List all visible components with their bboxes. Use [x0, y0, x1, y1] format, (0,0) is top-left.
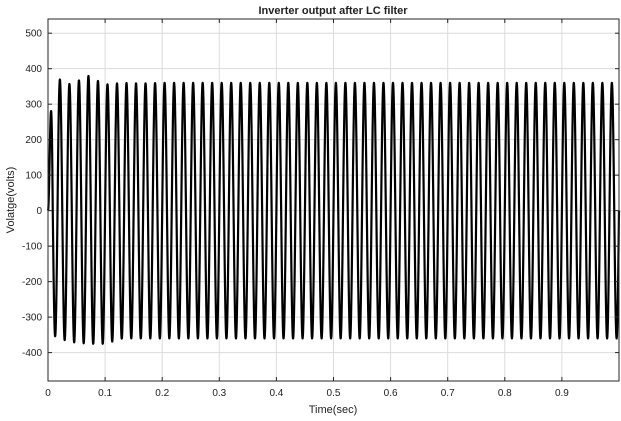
y-axis-ticks: -400 -300 -200 -100 0 100 200 300 400 500	[22, 29, 619, 359]
y-tick-label: 100	[25, 171, 42, 182]
x-tick-label: 0	[45, 388, 51, 399]
x-tick-label: 0.7	[441, 388, 455, 399]
voltage-series-line	[46, 74, 621, 345]
x-tick-label: 0.2	[155, 388, 169, 399]
y-tick-label: -200	[22, 277, 42, 288]
y-tick-label: -100	[22, 242, 42, 253]
x-axis-label: Time(sec)	[309, 404, 357, 416]
x-tick-label: 0.4	[269, 388, 283, 399]
y-tick-label: 0	[36, 206, 42, 217]
y-tick-label: 400	[25, 64, 42, 75]
y-tick-label: -400	[22, 348, 42, 359]
x-tick-label: 0.5	[327, 388, 341, 399]
y-tick-label: 200	[25, 135, 42, 146]
y-tick-label: -300	[22, 313, 42, 324]
y-axis-label: Volatge(volts)	[5, 167, 17, 234]
x-tick-label: 0.6	[384, 388, 398, 399]
x-tick-label: 0.1	[98, 388, 112, 399]
y-tick-label: 500	[25, 29, 42, 40]
series-layer	[46, 74, 621, 345]
chart-title: Inverter output after LC filter	[258, 5, 408, 17]
y-tick-label: 300	[25, 100, 42, 111]
x-tick-label: 0.8	[498, 388, 512, 399]
x-tick-label: 0.9	[555, 388, 569, 399]
x-tick-label: 0.3	[212, 388, 226, 399]
x-axis-ticks: 0 0.1 0.2 0.3 0.4 0.5 0.6 0.7 0.8 0.9	[45, 19, 569, 399]
